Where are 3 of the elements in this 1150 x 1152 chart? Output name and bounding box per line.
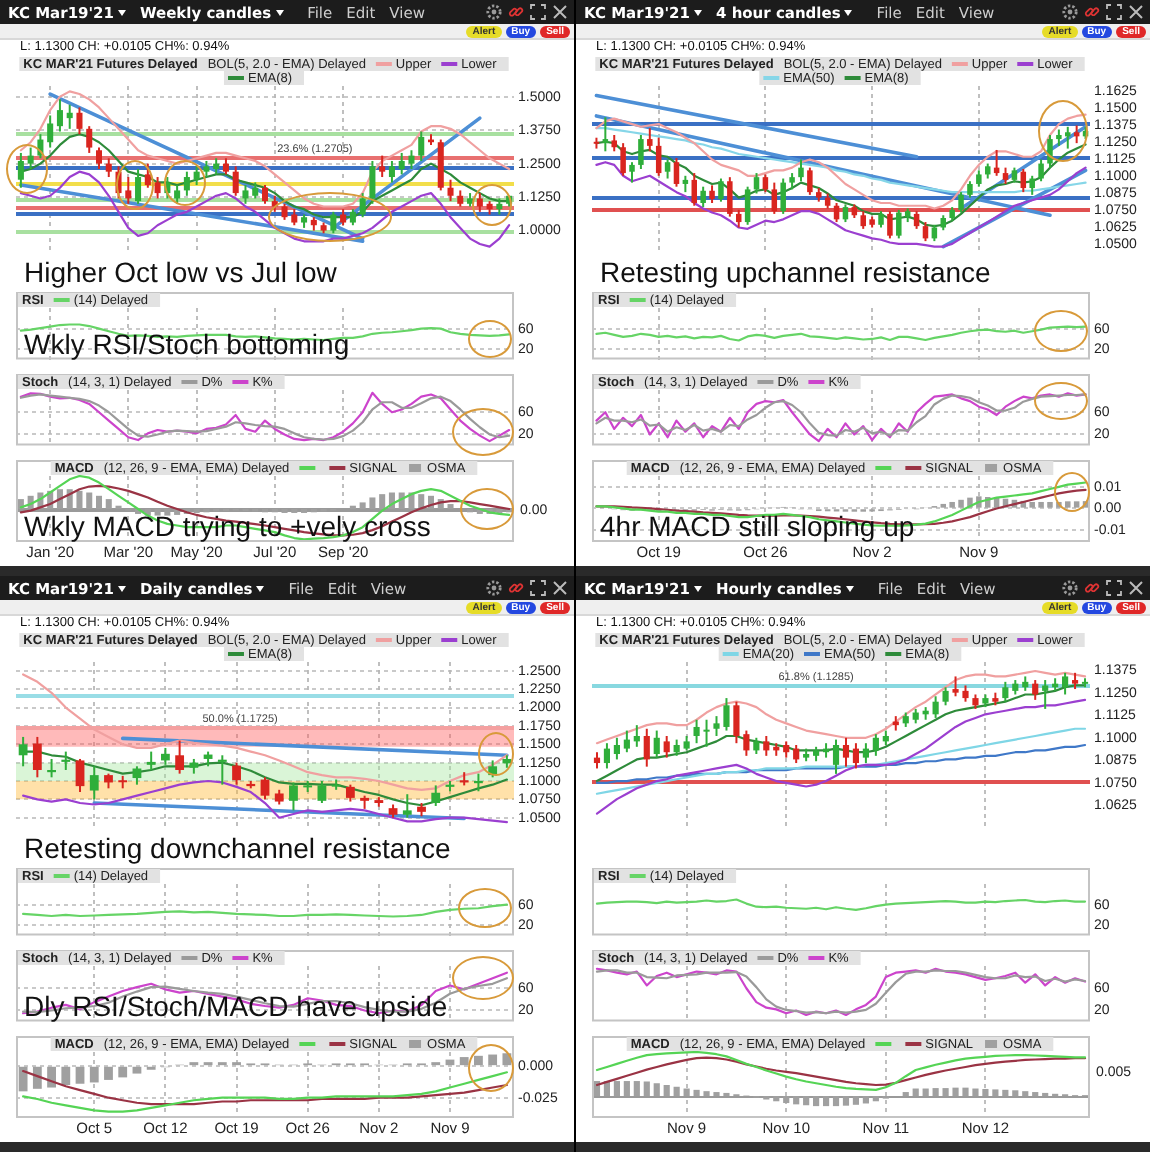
text: Retesting upchannel resistance bbox=[600, 256, 992, 288]
text: Higher Oct low vs Jul low bbox=[24, 256, 339, 288]
text: Retesting downchannel resistance bbox=[24, 832, 451, 864]
